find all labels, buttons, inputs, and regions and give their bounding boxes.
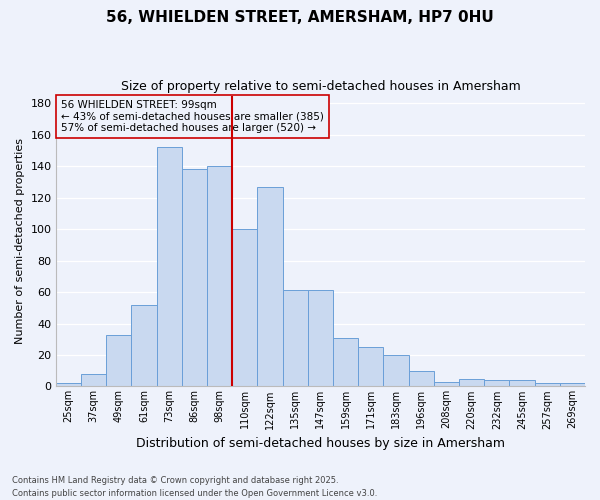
Bar — [56, 383, 81, 386]
Text: 56 WHIELDEN STREET: 99sqm
← 43% of semi-detached houses are smaller (385)
57% of: 56 WHIELDEN STREET: 99sqm ← 43% of semi-… — [61, 100, 324, 133]
Bar — [358, 347, 383, 387]
Bar — [106, 334, 131, 386]
X-axis label: Distribution of semi-detached houses by size in Amersham: Distribution of semi-detached houses by … — [136, 437, 505, 450]
Bar — [182, 170, 207, 386]
Bar — [434, 382, 459, 386]
Bar — [157, 148, 182, 386]
Bar — [535, 383, 560, 386]
Bar — [232, 229, 257, 386]
Bar — [283, 290, 308, 386]
Bar — [131, 304, 157, 386]
Bar — [308, 290, 333, 386]
Bar — [81, 374, 106, 386]
Bar — [459, 378, 484, 386]
Bar — [257, 186, 283, 386]
Bar — [509, 380, 535, 386]
Y-axis label: Number of semi-detached properties: Number of semi-detached properties — [15, 138, 25, 344]
Text: 56, WHIELDEN STREET, AMERSHAM, HP7 0HU: 56, WHIELDEN STREET, AMERSHAM, HP7 0HU — [106, 10, 494, 25]
Bar — [333, 338, 358, 386]
Text: Contains HM Land Registry data © Crown copyright and database right 2025.
Contai: Contains HM Land Registry data © Crown c… — [12, 476, 377, 498]
Bar — [383, 355, 409, 386]
Bar — [560, 383, 585, 386]
Title: Size of property relative to semi-detached houses in Amersham: Size of property relative to semi-detach… — [121, 80, 520, 93]
Bar — [484, 380, 509, 386]
Bar — [409, 370, 434, 386]
Bar — [207, 166, 232, 386]
